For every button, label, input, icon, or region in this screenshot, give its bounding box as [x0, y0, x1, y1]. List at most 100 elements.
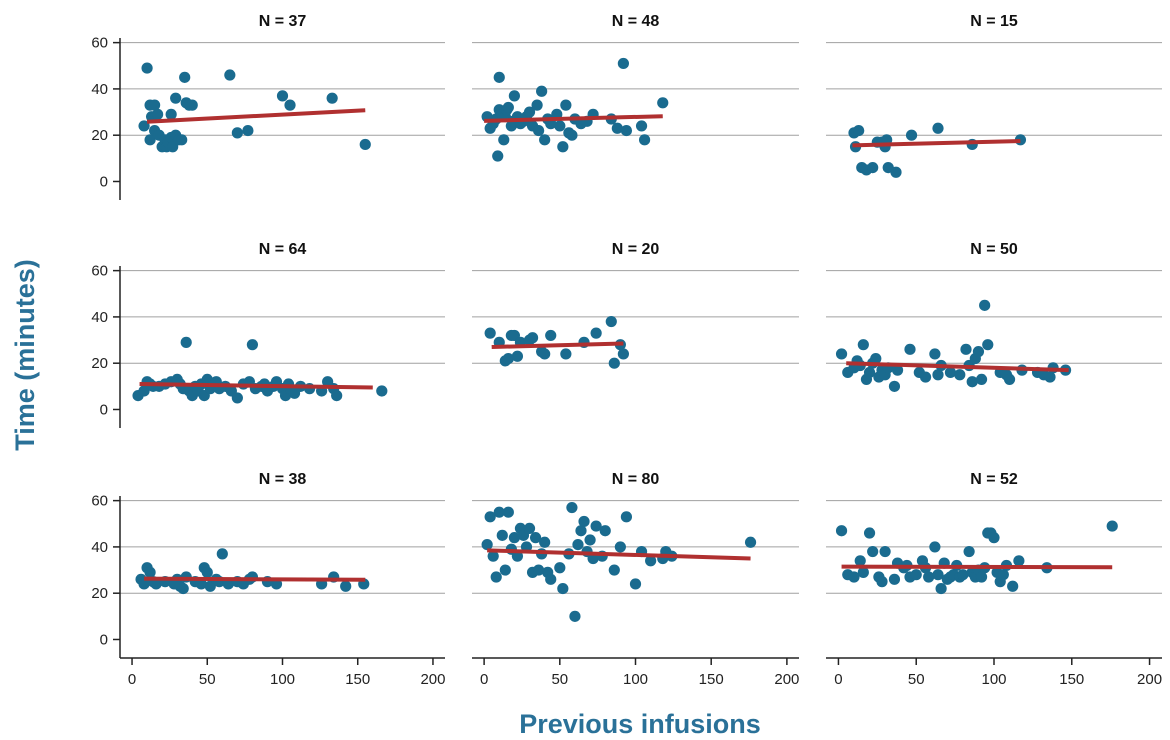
panel-title: N = 20	[612, 241, 660, 258]
data-point	[502, 101, 514, 114]
data-point	[536, 85, 548, 97]
data-point	[605, 315, 617, 328]
panel-9: 0 50 100 150 200 N = 52	[826, 471, 1162, 688]
data-point	[511, 350, 524, 362]
data-point	[590, 520, 602, 532]
data-point	[608, 564, 620, 576]
data-point	[484, 511, 496, 523]
x-tick-label: 200	[1137, 671, 1162, 688]
data-point	[284, 99, 296, 111]
data-point	[870, 352, 882, 365]
data-point	[242, 124, 254, 137]
data-point	[1106, 520, 1118, 532]
y-tick-label: 0	[100, 631, 108, 648]
data-point	[177, 582, 189, 595]
data-point	[608, 357, 620, 369]
y-axis-title: Time (minutes)	[10, 259, 40, 451]
y-tick-label: 60	[91, 35, 108, 52]
data-point	[972, 346, 985, 358]
data-point	[481, 539, 493, 551]
data-point	[629, 578, 642, 590]
data-point	[554, 562, 566, 574]
data-point	[960, 343, 972, 355]
panel-8: 0 50 100 150 200 N = 80	[472, 471, 799, 688]
data-point	[891, 364, 904, 376]
trend-line	[144, 576, 366, 582]
data-point	[499, 564, 511, 576]
data-point	[975, 373, 988, 385]
data-point	[572, 539, 584, 551]
data-point	[533, 564, 545, 576]
data-point	[231, 127, 243, 139]
data-point	[201, 566, 213, 578]
data-point	[276, 90, 289, 102]
x-tick-label: 50	[199, 671, 216, 688]
panel-6: N = 50	[826, 241, 1162, 392]
data-point	[935, 582, 947, 595]
data-point	[144, 134, 156, 146]
panel-title: N = 15	[970, 13, 1018, 30]
trend-line	[146, 108, 366, 124]
data-point	[170, 92, 182, 104]
x-tick-label: 150	[1059, 671, 1084, 688]
panel-2: N = 48	[472, 13, 799, 162]
trend-line	[846, 361, 1069, 373]
y-tick-label: 60	[91, 493, 108, 510]
data-point	[531, 99, 543, 111]
data-point	[186, 99, 198, 111]
data-point	[195, 578, 207, 590]
data-point	[557, 141, 569, 153]
data-point	[835, 525, 848, 537]
x-tick-label: 150	[345, 671, 370, 688]
panel-title: N = 37	[259, 13, 307, 30]
x-tick-label: 200	[774, 671, 799, 688]
y-tick-label: 60	[91, 263, 108, 280]
data-point	[905, 129, 918, 141]
trend-line	[139, 382, 373, 390]
y-tick-label: 40	[91, 81, 108, 98]
y-tick-label: 40	[91, 539, 108, 556]
data-point	[508, 532, 520, 544]
x-tick-label: 0	[128, 671, 136, 688]
data-point	[979, 299, 991, 311]
panels-group: 0 20 40 60 N = 37 N = 48 N = 15 0 20 40 60 N = 64 N …	[91, 13, 1162, 688]
data-point	[982, 339, 994, 351]
trend-line	[852, 138, 1021, 148]
data-point	[1013, 555, 1025, 567]
data-point	[645, 555, 657, 567]
data-point	[879, 545, 891, 558]
data-point	[231, 392, 243, 404]
data-point	[888, 573, 901, 585]
x-tick-label: 0	[480, 671, 488, 688]
data-point	[620, 511, 633, 523]
data-point	[545, 573, 557, 585]
data-point	[988, 532, 1000, 544]
data-point	[539, 134, 551, 146]
data-point	[331, 390, 343, 402]
data-point	[853, 124, 865, 137]
data-point	[498, 134, 510, 146]
x-tick-label: 150	[699, 671, 724, 688]
data-point	[560, 348, 572, 360]
data-point	[560, 99, 572, 111]
panel-title: N = 64	[259, 241, 307, 258]
x-tick-label: 50	[908, 671, 925, 688]
panel-4: 0 20 40 60 N = 64	[91, 241, 445, 428]
data-point	[484, 327, 496, 339]
y-tick-label: 0	[100, 173, 108, 190]
data-point	[617, 348, 629, 360]
data-point	[150, 578, 162, 590]
data-point	[944, 366, 957, 379]
data-point	[490, 571, 502, 583]
data-point	[539, 536, 551, 548]
data-point	[502, 506, 514, 518]
data-point	[1003, 373, 1016, 385]
x-tick-label: 100	[270, 671, 295, 688]
panel-5: N = 20	[472, 241, 799, 369]
data-point	[557, 582, 569, 595]
data-point	[179, 71, 191, 83]
data-point	[545, 329, 557, 342]
data-point	[493, 71, 505, 83]
data-point	[523, 106, 536, 118]
